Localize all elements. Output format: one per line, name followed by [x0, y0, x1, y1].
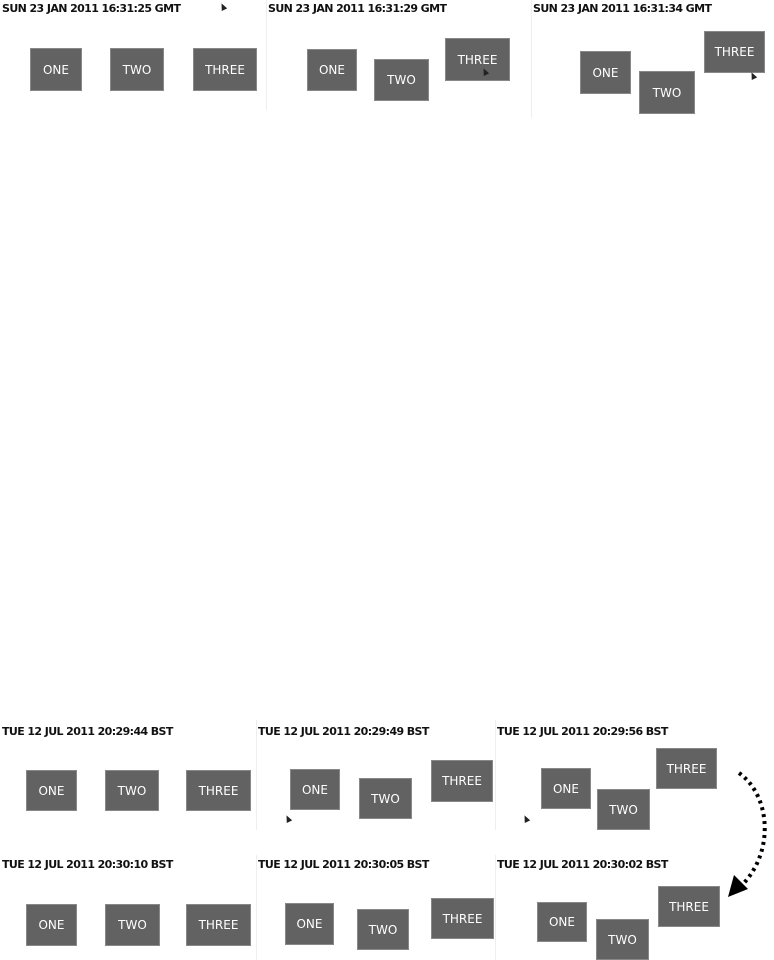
button-three[interactable]: THREE — [656, 748, 717, 789]
timestamp-title: TUE 12 JUL 2011 20:29:49 BST — [258, 725, 429, 738]
button-one[interactable]: ONE — [307, 49, 357, 91]
timestamp-title: TUE 12 JUL 2011 20:29:56 BST — [497, 725, 668, 738]
timestamp-title: TUE 12 JUL 2011 20:30:02 BST — [497, 858, 668, 871]
button-two[interactable]: TWO — [374, 59, 429, 101]
button-three[interactable]: THREE — [658, 886, 720, 927]
button-three[interactable]: THREE — [445, 38, 510, 81]
panel-divider — [531, 0, 532, 118]
panel-divider — [495, 720, 496, 830]
panel-divider — [266, 0, 267, 110]
panel-divider — [495, 855, 496, 960]
button-two[interactable]: TWO — [357, 909, 409, 950]
panel-divider — [256, 855, 257, 960]
button-one[interactable]: ONE — [26, 770, 77, 811]
button-one[interactable]: ONE — [26, 904, 77, 946]
timestamp-title: TUE 12 JUL 2011 20:29:44 BST — [2, 725, 173, 738]
button-one[interactable]: ONE — [541, 768, 591, 809]
button-one[interactable]: ONE — [290, 769, 340, 810]
button-three[interactable]: THREE — [186, 770, 251, 811]
button-two[interactable]: TWO — [597, 789, 650, 830]
button-three[interactable]: THREE — [431, 760, 493, 802]
button-one[interactable]: ONE — [580, 51, 631, 94]
timestamp-title: SUN 23 JAN 2011 16:31:29 GMT — [268, 2, 447, 15]
button-two[interactable]: TWO — [110, 48, 164, 91]
panel-divider — [256, 720, 257, 830]
button-three[interactable]: THREE — [431, 898, 494, 939]
button-one[interactable]: ONE — [285, 903, 334, 945]
button-two[interactable]: TWO — [105, 770, 159, 811]
timestamp-title: SUN 23 JAN 2011 16:31:34 GMT — [533, 2, 712, 15]
button-two[interactable]: TWO — [596, 919, 649, 960]
button-one[interactable]: ONE — [537, 902, 587, 942]
button-two[interactable]: TWO — [359, 778, 412, 819]
timestamp-title: SUN 23 JAN 2011 16:31:25 GMT — [2, 2, 181, 15]
timestamp-title: TUE 12 JUL 2011 20:30:05 BST — [258, 858, 429, 871]
button-three[interactable]: THREE — [704, 31, 765, 73]
button-three[interactable]: THREE — [193, 48, 257, 91]
button-two[interactable]: TWO — [105, 904, 160, 946]
timestamp-title: TUE 12 JUL 2011 20:30:10 BST — [2, 858, 173, 871]
button-two[interactable]: TWO — [639, 71, 695, 114]
button-three[interactable]: THREE — [186, 904, 251, 946]
button-one[interactable]: ONE — [30, 48, 82, 91]
